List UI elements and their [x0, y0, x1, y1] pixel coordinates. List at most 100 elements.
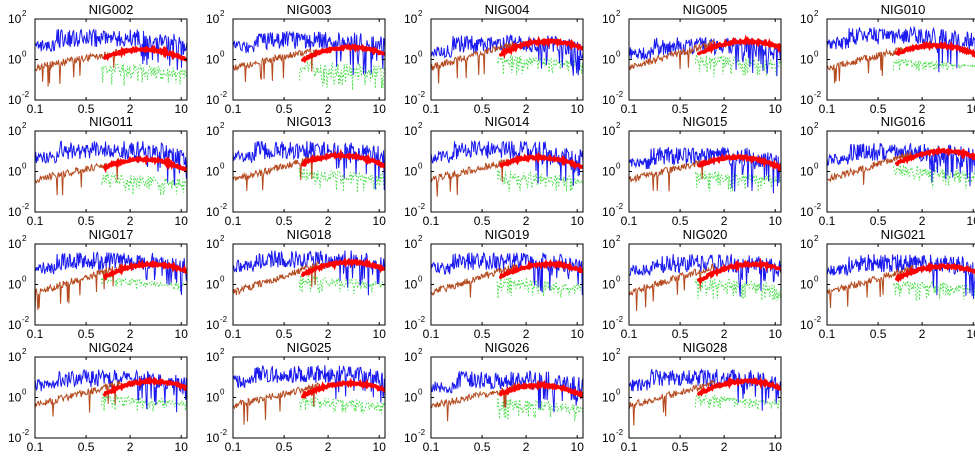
y-tick-exponent: 0: [22, 50, 27, 59]
x-tick-label: 10: [373, 327, 387, 341]
y-tick-label: 10: [404, 205, 418, 219]
y-tick-label: 10: [206, 205, 220, 219]
x-tick-label: 10: [571, 214, 585, 228]
y-tick-label: 10: [8, 237, 22, 251]
y-tick-label: 10: [800, 205, 814, 219]
y-tick-exponent: 0: [22, 275, 27, 284]
x-tick-label: 2: [325, 214, 332, 228]
subplot-title: NIG025: [287, 340, 332, 355]
y-tick-label: 10: [800, 278, 814, 292]
y-tick-label: 10: [602, 165, 616, 179]
x-tick-label: 0.5: [672, 440, 689, 454]
series-green-line: [496, 53, 583, 76]
series-blue-line: [35, 28, 187, 71]
series-blue-line: [629, 37, 781, 77]
subplot-title: NIG013: [287, 114, 332, 129]
y-tick-exponent: 2: [616, 121, 621, 130]
subplot-title: NIG010: [881, 2, 926, 17]
y-tick-label: 10: [206, 93, 220, 107]
y-tick-exponent: 0: [418, 50, 423, 59]
x-tick-label: 2: [127, 327, 134, 341]
series-brown-line: [233, 382, 320, 425]
x-tick-label: 0.1: [225, 440, 242, 454]
x-tick-label: 0.1: [423, 440, 440, 454]
x-tick-label: 10: [571, 102, 585, 116]
y-tick-exponent: 2: [22, 121, 27, 130]
x-tick-label: 0.1: [621, 440, 638, 454]
series-green-line: [892, 58, 975, 72]
y-tick-exponent: 2: [418, 234, 423, 243]
y-tick-label: 10: [602, 12, 616, 26]
x-tick-label: 0.1: [819, 214, 836, 228]
series-green-line: [694, 277, 781, 302]
y-tick-label: 10: [8, 350, 22, 364]
y-tick-exponent: -2: [220, 202, 228, 211]
series-brown-line: [827, 151, 914, 185]
series-green-line: [694, 170, 781, 192]
x-tick-label: 10: [967, 327, 975, 341]
y-tick-label: 10: [206, 431, 220, 445]
x-tick-label: 10: [769, 214, 783, 228]
x-tick-label: 2: [721, 102, 728, 116]
y-tick-exponent: 0: [418, 162, 423, 171]
series-green-line: [100, 392, 187, 412]
y-tick-label: 10: [800, 93, 814, 107]
subplot-title: NIG003: [287, 2, 332, 17]
subplot-title: NIG028: [683, 340, 728, 355]
x-tick-label: 0.1: [423, 214, 440, 228]
x-tick-label: 2: [523, 440, 530, 454]
y-tick-exponent: -2: [616, 315, 624, 324]
y-tick-exponent: -2: [814, 202, 822, 211]
y-tick-label: 10: [8, 12, 22, 26]
y-tick-label: 10: [8, 431, 22, 445]
series-brown-line: [431, 155, 518, 197]
x-tick-label: 0.1: [819, 102, 836, 116]
y-tick-exponent: -2: [814, 90, 822, 99]
y-tick-label: 10: [404, 350, 418, 364]
y-tick-exponent: -2: [814, 315, 822, 324]
subplot-title: NIG004: [485, 2, 530, 17]
series-green-line: [100, 171, 187, 196]
series-blue-line: [827, 25, 975, 73]
y-tick-exponent: 2: [22, 347, 27, 356]
x-tick-label: 2: [127, 102, 134, 116]
subplot-title: NIG018: [287, 227, 332, 242]
y-tick-exponent: -2: [616, 90, 624, 99]
y-tick-label: 10: [800, 12, 814, 26]
series-brown-line: [35, 263, 122, 313]
y-tick-exponent: 0: [814, 50, 819, 59]
series-red-curve: [499, 379, 583, 400]
series-brown-line: [233, 260, 320, 296]
y-tick-exponent: 0: [814, 275, 819, 284]
y-tick-label: 10: [206, 124, 220, 138]
y-tick-label: 10: [602, 237, 616, 251]
x-tick-label: 10: [373, 102, 387, 116]
y-tick-exponent: 2: [220, 234, 225, 243]
subplot-title: NIG021: [881, 227, 926, 242]
y-tick-label: 10: [404, 278, 418, 292]
x-tick-label: 2: [919, 214, 926, 228]
series-blue-line: [233, 141, 385, 191]
y-tick-exponent: 2: [418, 347, 423, 356]
series-red-curve: [499, 151, 583, 170]
x-tick-label: 10: [769, 102, 783, 116]
y-tick-label: 10: [404, 237, 418, 251]
x-tick-label: 0.1: [621, 214, 638, 228]
y-tick-exponent: 0: [616, 275, 621, 284]
y-tick-exponent: 0: [616, 50, 621, 59]
x-tick-label: 10: [571, 327, 585, 341]
subplot-title: NIG014: [485, 114, 530, 129]
y-tick-exponent: 2: [616, 347, 621, 356]
x-tick-label: 0.5: [870, 102, 887, 116]
x-tick-label: 0.5: [276, 327, 293, 341]
x-tick-label: 10: [769, 327, 783, 341]
axes-frame: [430, 356, 584, 439]
x-tick-label: 10: [967, 214, 975, 228]
